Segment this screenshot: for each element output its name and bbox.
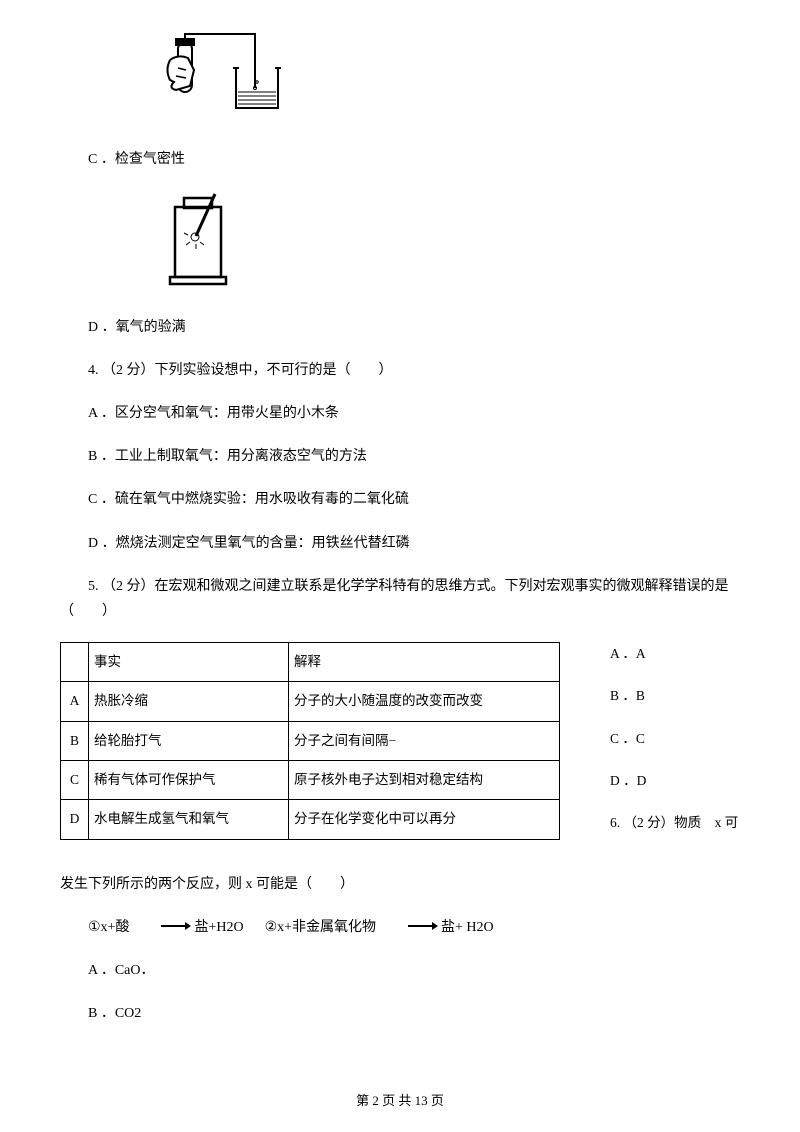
footer-pre: 第 [356,1093,372,1108]
table-row: B 给轮胎打气 分子之间有间隔− [61,721,560,760]
option-c-text: C ．检查气密性 [88,152,185,167]
row-fact: 水电解生成氢气和氧气 [89,800,289,839]
row-idx: C [61,760,89,799]
row-explain: 分子之间有间隔− [289,721,560,760]
header-blank [61,643,89,682]
page-footer: 第 2 页 共 13 页 [0,1089,800,1112]
q5-option-d: D ．D [610,769,738,793]
q4-option-c: C ．硫在氧气中燃烧实验：用水吸收有毒的二氧化硫 [88,492,409,507]
row-fact: 给轮胎打气 [89,721,289,760]
figure-gas-tightness [160,30,740,129]
row-idx: B [61,721,89,760]
row-explain: 分子在化学变化中可以再分 [289,800,560,839]
q4-stem: 4. （2 分）下列实验设想中，不可行的是（ ） [88,363,393,378]
footer-mid: 页 共 [379,1093,415,1108]
q5-table: 事实 解释 A 热胀冷缩 分子的大小随温度的改变而改变 B 给轮胎打气 分子之间… [60,642,560,839]
q6-option-a: A ．CaO． [88,963,155,978]
q5-stem: 5. （2 分）在宏观和微观之间建立联系是化学学科特有的思维方式。下列对宏观事实… [60,579,729,619]
option-d-text: D ．氧气的验满 [88,320,186,335]
q5-option-a: A ．A [610,642,738,666]
header-explain: 解释 [289,643,560,682]
table-row: C 稀有气体可作保护气 原子核外电子达到相对稳定结构 [61,760,560,799]
table-row: D 水电解生成氢气和氧气 分子在化学变化中可以再分 [61,800,560,839]
q5-options: A ．A B ．B C ．C D ．D 6. （2 分）物质 x 可 [610,642,738,853]
row-fact: 热胀冷缩 [89,682,289,721]
q4-option-b: B ．工业上制取氧气：用分离液态空气的方法 [88,449,367,464]
figure-oxygen-full [160,192,740,296]
row-idx: D [61,800,89,839]
reaction1-right: 盐+H2O [194,920,243,935]
arrow-icon [133,915,191,940]
reaction2-left: ②x+非金属氧化物 [265,920,376,935]
table-row: A 热胀冷缩 分子的大小随温度的改变而改变 [61,682,560,721]
q4-option-a: A ．区分空气和氧气：用带火星的小木条 [88,406,339,421]
q6-reactions: ①x+酸 盐+H2O ②x+非金属氧化物 盐+ H2O [60,915,740,940]
q6-option-b: B ．CO2 [88,1006,141,1021]
row-explain: 分子的大小随温度的改变而改变 [289,682,560,721]
reaction1-left: ①x+酸 [88,920,129,935]
q4-option-d: D ．燃烧法测定空气里氧气的含量：用铁丝代替红磷 [88,536,410,551]
row-idx: A [61,682,89,721]
q6-lead: 6. （2 分）物质 x 可 [610,811,738,835]
reaction2-right: 盐+ H2O [441,920,494,935]
row-explain: 原子核外电子达到相对稳定结构 [289,760,560,799]
q5-option-c: C ．C [610,727,738,751]
footer-post: 页 [428,1093,444,1108]
table-row: 事实 解释 [61,643,560,682]
header-fact: 事实 [89,643,289,682]
arrow-icon [380,915,438,940]
question-4: 4. （2 分）下列实验设想中，不可行的是（ ） [60,358,740,383]
q6-continue: 发生下列所示的两个反应，则 x 可能是（ ） [60,872,740,897]
q5-option-b: B ．B [610,684,738,708]
row-fact: 稀有气体可作保护气 [89,760,289,799]
question-5: 5. （2 分）在宏观和微观之间建立联系是化学学科特有的思维方式。下列对宏观事实… [60,574,740,624]
footer-total: 13 [415,1093,428,1108]
